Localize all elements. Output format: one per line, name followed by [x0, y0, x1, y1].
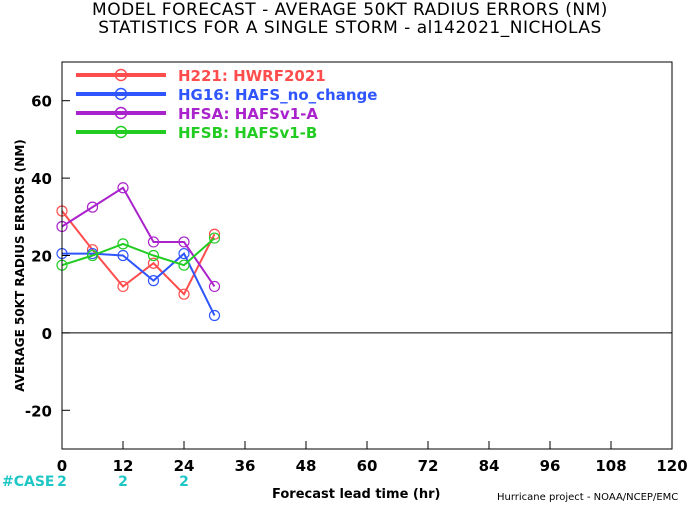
series-3-point-2 — [117, 238, 129, 250]
case-count-0: 2 — [57, 474, 67, 490]
series-3-point-1 — [86, 249, 99, 262]
legend-label-3: HFSB: HAFSv1-B — [178, 124, 317, 142]
x-tick-label-0: 0 — [57, 457, 67, 475]
series-2-point-4 — [178, 236, 190, 248]
y-tick-label-60: 60 — [31, 93, 52, 111]
series-0-point-2 — [117, 280, 129, 293]
legend-label-0: H221: HWRF2021 — [178, 67, 326, 85]
series-3-point-5 — [208, 232, 221, 244]
case-count-24: 2 — [179, 474, 189, 490]
chart-title-line-2: STATISTICS FOR A SINGLE STORM - al142021… — [98, 18, 602, 38]
x-tick-label-108: 108 — [595, 457, 626, 475]
series-line-2 — [61, 186, 216, 288]
chart-title-line-1: MODEL FORECAST - AVERAGE 50KT RADIUS ERR… — [92, 0, 608, 20]
legend-marker-3 — [114, 125, 128, 139]
x-tick-label-48: 48 — [296, 457, 317, 475]
y-tick-label--20: -20 — [25, 402, 52, 420]
series-3-point-3 — [147, 249, 160, 262]
x-tick-label-72: 72 — [418, 457, 439, 475]
x-tick-label-96: 96 — [540, 457, 561, 475]
y-tick-label-0: 0 — [42, 325, 52, 343]
legend-marker-1 — [114, 87, 128, 101]
series-2-point-5 — [208, 280, 221, 293]
credit-text: Hurricane project - NOAA/NCEP/EMC — [497, 492, 679, 503]
series-2-point-3 — [147, 236, 160, 248]
legend-label-2: HFSA: HAFSv1-A — [178, 105, 318, 123]
series-0-point-3 — [147, 257, 160, 269]
y-axis-label: AVERAGE 50KT RADIUS ERRORS (NM) — [13, 139, 27, 391]
x-tick-label-84: 84 — [479, 457, 500, 475]
x-tick-label-12: 12 — [113, 457, 134, 475]
series-3-point-4 — [178, 259, 190, 271]
series-1-point-4 — [178, 247, 190, 260]
series-0-point-4 — [178, 288, 190, 300]
series-line-0 — [61, 210, 216, 296]
series-line-1 — [62, 251, 216, 316]
legend-label-1: HG16: HAFS_no_change — [178, 86, 377, 104]
x-tick-label-36: 36 — [235, 457, 256, 475]
y-tick-label-20: 20 — [31, 248, 52, 266]
case-count-12: 2 — [118, 474, 128, 490]
series-1-point-3 — [147, 275, 160, 287]
x-axis-label: Forecast lead time (hr) — [272, 487, 441, 502]
series-1-point-5 — [208, 309, 221, 322]
x-tick-label-120: 120 — [656, 457, 687, 475]
x-tick-label-60: 60 — [357, 457, 378, 475]
series-1-point-2 — [117, 249, 129, 262]
x-tick-label-24: 24 — [174, 457, 195, 475]
y-tick-label-40: 40 — [31, 170, 52, 188]
legend-marker-2 — [114, 106, 128, 120]
series-2-point-1 — [86, 201, 99, 213]
legend-marker-0 — [114, 68, 128, 82]
series-2-point-2 — [117, 182, 129, 194]
case-label: #CASE — [2, 474, 55, 490]
